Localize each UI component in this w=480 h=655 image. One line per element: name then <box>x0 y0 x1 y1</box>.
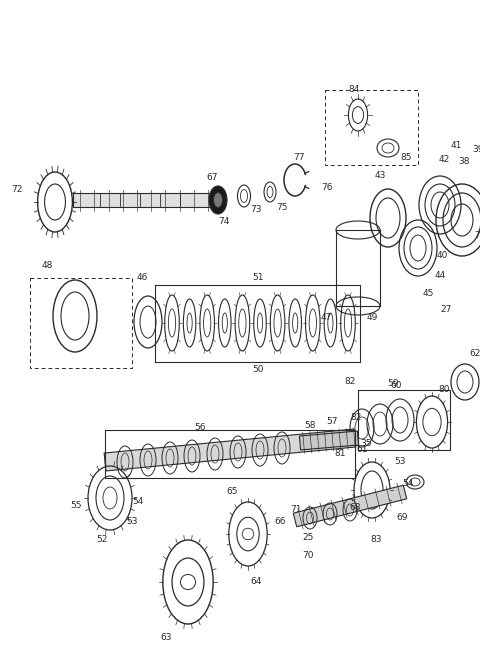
Text: 78: 78 <box>474 231 480 240</box>
Text: 73: 73 <box>250 206 262 214</box>
Text: 48: 48 <box>41 261 53 271</box>
Text: 68: 68 <box>349 504 361 512</box>
Text: 52: 52 <box>96 536 108 544</box>
Text: 44: 44 <box>434 272 445 280</box>
Text: 42: 42 <box>438 155 450 164</box>
Text: 70: 70 <box>302 552 314 561</box>
Polygon shape <box>104 429 356 471</box>
Text: 75: 75 <box>276 204 288 212</box>
Text: 56: 56 <box>194 424 206 432</box>
Text: 38: 38 <box>458 157 470 166</box>
Text: 57: 57 <box>326 417 338 426</box>
Text: 81: 81 <box>334 449 346 458</box>
Text: 39: 39 <box>472 145 480 155</box>
Polygon shape <box>293 485 407 527</box>
Text: 72: 72 <box>12 185 23 195</box>
Text: 67: 67 <box>206 174 218 183</box>
Text: 41: 41 <box>450 141 462 149</box>
Text: 63: 63 <box>160 633 172 643</box>
Text: 85: 85 <box>400 153 412 162</box>
Text: 84: 84 <box>348 84 360 94</box>
Text: 43: 43 <box>374 172 386 181</box>
Text: 65: 65 <box>226 487 238 496</box>
Text: 82: 82 <box>344 377 356 386</box>
Polygon shape <box>300 431 359 450</box>
Text: 35: 35 <box>360 440 372 449</box>
Text: 82: 82 <box>350 413 362 422</box>
Text: 53: 53 <box>394 457 406 466</box>
Text: 74: 74 <box>218 217 230 227</box>
Text: 66: 66 <box>274 517 286 527</box>
Text: 50: 50 <box>252 365 264 375</box>
Text: 61: 61 <box>356 445 368 455</box>
Text: 46: 46 <box>136 274 148 282</box>
Text: 55: 55 <box>70 502 82 510</box>
Text: 40: 40 <box>436 252 448 261</box>
Ellipse shape <box>214 193 223 208</box>
Text: 62: 62 <box>469 350 480 358</box>
Text: 25: 25 <box>302 534 314 542</box>
Text: 45: 45 <box>422 290 434 299</box>
Text: 77: 77 <box>293 153 305 162</box>
Polygon shape <box>73 193 215 207</box>
Text: 64: 64 <box>250 578 262 586</box>
Text: 47: 47 <box>320 314 332 322</box>
Text: 58: 58 <box>304 421 316 430</box>
Text: 54: 54 <box>402 479 414 489</box>
Text: 69: 69 <box>396 514 408 523</box>
Text: 60: 60 <box>390 381 402 390</box>
Text: 59: 59 <box>387 379 399 388</box>
Text: 71: 71 <box>290 506 302 514</box>
Text: 54: 54 <box>132 498 144 506</box>
Text: 51: 51 <box>252 274 264 282</box>
Text: 76: 76 <box>321 183 333 193</box>
Text: 83: 83 <box>370 536 382 544</box>
Text: 80: 80 <box>438 386 450 394</box>
Text: 27: 27 <box>440 305 452 314</box>
Ellipse shape <box>209 186 227 214</box>
Text: 49: 49 <box>366 314 378 322</box>
Text: 53: 53 <box>126 517 138 527</box>
